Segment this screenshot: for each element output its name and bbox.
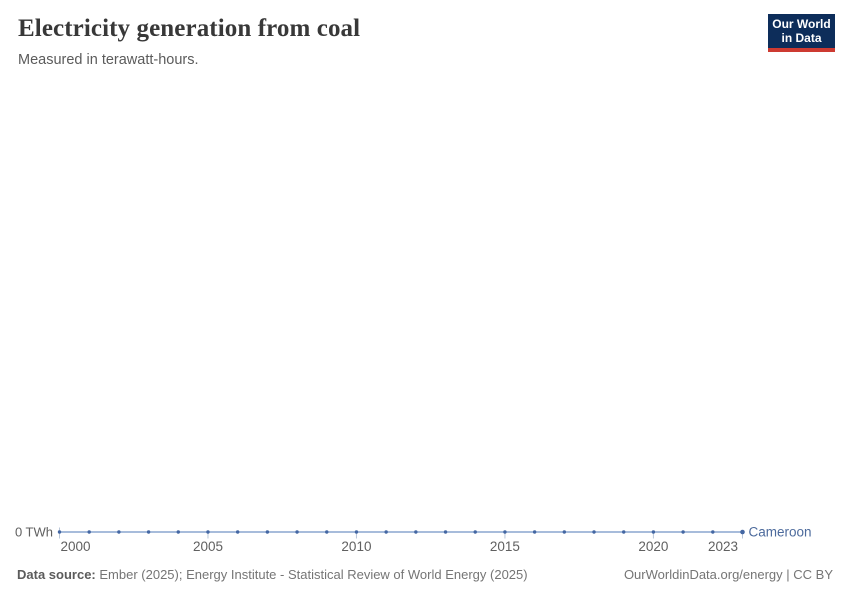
- data-point-marker[interactable]: [325, 530, 329, 534]
- data-point-marker[interactable]: [354, 530, 359, 534]
- x-axis-tick-label: 2023: [708, 539, 738, 554]
- credit-link[interactable]: OurWorldinData.org/energy | CC BY: [623, 567, 833, 582]
- x-axis-tick-label: 2000: [61, 539, 91, 554]
- data-point-marker[interactable]: [176, 530, 180, 534]
- data-point-marker[interactable]: [235, 530, 240, 534]
- data-point-marker[interactable]: [206, 530, 210, 534]
- entity-label[interactable]: Cameroon: [749, 525, 812, 540]
- data-point-marker[interactable]: [414, 530, 418, 534]
- data-point-marker[interactable]: [503, 530, 507, 534]
- data-source-note: Data source: Ember (2025); Energy Instit…: [17, 566, 528, 583]
- data-source-label: Data source:: [17, 567, 96, 582]
- data-point-marker[interactable]: [57, 530, 62, 534]
- x-axis-tick-label: 2020: [638, 539, 668, 554]
- y-axis-tick-label: 0 TWh: [15, 525, 53, 540]
- page-title: Electricity generation from coal: [18, 15, 361, 42]
- data-point-marker[interactable]: [651, 530, 656, 534]
- data-point-marker[interactable]: [473, 530, 477, 534]
- data-point-marker[interactable]: [384, 530, 388, 534]
- owid-logo-line2: in Data: [781, 31, 822, 45]
- data-point-marker[interactable]: [443, 530, 448, 534]
- data-point-marker[interactable]: [681, 530, 685, 534]
- chart-subtitle: Measured in terawatt-hours.: [18, 52, 199, 68]
- data-point-marker[interactable]: [622, 530, 626, 534]
- data-point-marker[interactable]: [740, 529, 745, 535]
- owid-logo[interactable]: Our World in Data: [768, 14, 835, 52]
- x-axis-tick-label: 2005: [193, 539, 223, 554]
- data-point-marker[interactable]: [562, 530, 567, 534]
- data-point-marker[interactable]: [87, 530, 91, 534]
- data-point-marker[interactable]: [265, 530, 270, 534]
- data-point-marker[interactable]: [532, 530, 537, 534]
- x-axis-tick-label: 2015: [490, 539, 520, 554]
- data-point-marker[interactable]: [592, 530, 596, 534]
- chart-footer: Data source: Ember (2025); Energy Instit…: [17, 566, 833, 583]
- data-source-text: Ember (2025); Energy Institute - Statist…: [99, 567, 528, 582]
- owid-logo-line1: Our World: [772, 17, 831, 31]
- data-point-marker[interactable]: [146, 530, 151, 534]
- data-point-marker[interactable]: [117, 530, 121, 534]
- x-axis-tick-label: 2010: [341, 539, 371, 554]
- data-point-marker[interactable]: [711, 530, 715, 534]
- data-point-marker[interactable]: [295, 530, 299, 534]
